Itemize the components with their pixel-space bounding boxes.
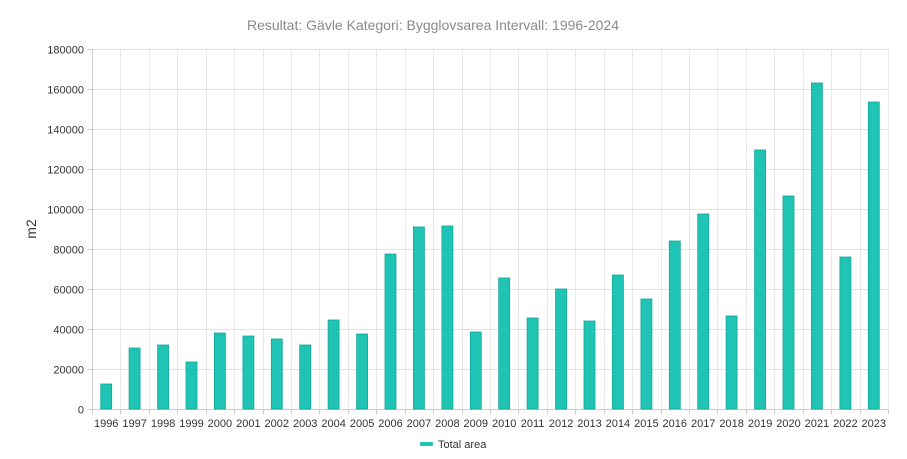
gridlines xyxy=(92,49,889,410)
bar-2009[interactable] xyxy=(469,331,482,410)
x-tick-label: 2005 xyxy=(350,418,374,430)
bar-1999[interactable] xyxy=(185,361,198,410)
x-tick-label: 2019 xyxy=(748,418,772,430)
bar-2005[interactable] xyxy=(356,333,369,410)
x-tick-label: 2021 xyxy=(805,418,829,430)
x-tick-label: 2017 xyxy=(691,418,715,430)
bar-2006[interactable] xyxy=(384,253,397,410)
x-tick-label: 2022 xyxy=(833,418,857,430)
bar-2011[interactable] xyxy=(526,317,539,410)
bar-2018[interactable] xyxy=(725,315,738,410)
y-tick-label: 100000 xyxy=(47,205,84,217)
chart-title: Resultat: Gävle Kategori: Bygglovsarea I… xyxy=(247,17,619,33)
x-tick-label: 2014 xyxy=(606,418,630,430)
bar-2022[interactable] xyxy=(839,256,852,410)
y-tick-label: 160000 xyxy=(47,85,84,97)
y-axis-label: m2 xyxy=(23,219,39,239)
bar-2017[interactable] xyxy=(697,213,710,410)
x-tick-label: 2011 xyxy=(521,418,545,430)
bars[interactable] xyxy=(100,82,880,410)
x-tick-label: 2009 xyxy=(464,418,488,430)
y-tick-label: 40000 xyxy=(53,325,84,337)
y-tick-label: 180000 xyxy=(47,45,84,57)
x-tick-label: 2016 xyxy=(663,418,687,430)
bar-2001[interactable] xyxy=(242,335,255,410)
bar-2004[interactable] xyxy=(327,319,340,410)
legend[interactable]: Total area xyxy=(420,439,487,451)
bar-2013[interactable] xyxy=(583,320,596,410)
bar-2023[interactable] xyxy=(867,101,880,410)
axes xyxy=(87,49,889,414)
bar-2010[interactable] xyxy=(498,277,511,410)
bar-2002[interactable] xyxy=(270,338,283,410)
y-tick-label: 0 xyxy=(78,405,84,417)
x-tick-label: 1997 xyxy=(122,418,146,430)
bar-2016[interactable] xyxy=(668,240,681,410)
bar-2020[interactable] xyxy=(782,195,795,410)
x-tick-label: 2002 xyxy=(265,418,289,430)
bar-1997[interactable] xyxy=(128,347,141,410)
bar-1996[interactable] xyxy=(100,383,113,410)
bar-2021[interactable] xyxy=(811,82,823,410)
y-tick-label: 60000 xyxy=(53,285,84,297)
bar-2000[interactable] xyxy=(213,332,226,410)
x-tick-label: 2000 xyxy=(208,418,232,430)
bar-2019[interactable] xyxy=(754,149,766,410)
x-tick-labels: 1996 1997 1998 1999 2000 2001 2002 2003 2004 2005… xyxy=(94,418,886,430)
bar-2003[interactable] xyxy=(299,344,312,410)
x-tick-label: 2023 xyxy=(862,418,886,430)
bar-2014[interactable] xyxy=(612,274,624,410)
x-tick-label: 1996 xyxy=(94,418,118,430)
x-tick-label: 2013 xyxy=(577,418,601,430)
x-tick-label: 2018 xyxy=(719,418,743,430)
y-tick-label: 120000 xyxy=(47,165,84,177)
x-tick-label: 2007 xyxy=(407,418,431,430)
bar-2012[interactable] xyxy=(555,288,567,410)
x-tick-label: 2006 xyxy=(378,418,402,430)
y-tick-labels: 0 20000 40000 60000 80000 100000 120000 140000 1… xyxy=(47,45,84,417)
x-tick-label: 1998 xyxy=(151,418,175,430)
x-tick-label: 2001 xyxy=(236,418,260,430)
bar-1998[interactable] xyxy=(157,344,170,410)
x-tick-label: 2010 xyxy=(492,418,516,430)
y-tick-label: 20000 xyxy=(53,365,84,377)
x-tick-label: 2020 xyxy=(776,418,800,430)
bar-2008[interactable] xyxy=(441,225,454,410)
y-tick-label: 140000 xyxy=(47,125,84,137)
x-tick-label: 2003 xyxy=(293,418,317,430)
x-tick-label: 1999 xyxy=(179,418,203,430)
bar-2007[interactable] xyxy=(412,226,425,410)
legend-swatch xyxy=(420,442,433,446)
y-tick-label: 80000 xyxy=(53,245,84,257)
x-tick-label: 2012 xyxy=(549,418,573,430)
legend-label: Total area xyxy=(438,439,487,451)
x-tick-label: 2015 xyxy=(634,418,658,430)
bar-2015[interactable] xyxy=(640,298,653,410)
x-tick-label: 2004 xyxy=(321,418,345,430)
x-tick-label: 2008 xyxy=(435,418,459,430)
